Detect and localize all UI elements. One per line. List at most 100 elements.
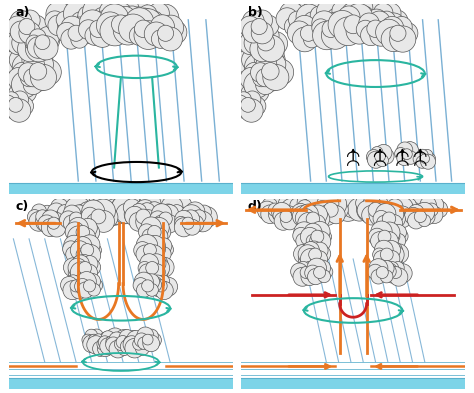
Circle shape (255, 75, 275, 95)
Circle shape (414, 210, 426, 222)
Circle shape (395, 147, 407, 160)
Circle shape (149, 193, 171, 216)
Circle shape (413, 153, 426, 165)
Circle shape (125, 338, 145, 358)
Circle shape (314, 266, 326, 279)
Circle shape (397, 202, 414, 219)
Circle shape (283, 206, 296, 219)
Circle shape (73, 207, 94, 228)
Circle shape (36, 211, 57, 232)
Circle shape (8, 67, 30, 90)
Circle shape (383, 205, 398, 220)
Circle shape (63, 205, 81, 223)
Circle shape (11, 91, 28, 108)
Circle shape (363, 195, 381, 213)
Circle shape (58, 13, 83, 39)
Circle shape (75, 262, 95, 282)
Circle shape (97, 338, 109, 350)
Circle shape (264, 32, 288, 55)
Circle shape (243, 11, 264, 32)
Circle shape (92, 334, 105, 347)
Circle shape (242, 49, 264, 71)
Circle shape (244, 65, 269, 90)
Circle shape (99, 332, 115, 348)
Circle shape (425, 203, 438, 217)
Circle shape (68, 264, 84, 281)
Circle shape (141, 217, 161, 237)
Circle shape (54, 210, 70, 226)
Circle shape (78, 219, 97, 237)
Circle shape (20, 10, 40, 30)
Circle shape (294, 202, 310, 218)
Circle shape (75, 247, 90, 262)
Circle shape (317, 205, 337, 226)
Circle shape (109, 332, 129, 353)
Circle shape (366, 7, 385, 26)
Circle shape (256, 68, 274, 87)
Circle shape (228, 60, 251, 83)
Circle shape (94, 204, 113, 222)
Circle shape (0, 77, 21, 97)
Circle shape (125, 8, 154, 36)
Circle shape (42, 209, 59, 225)
Circle shape (332, 1, 352, 21)
Circle shape (380, 270, 393, 283)
Circle shape (235, 101, 251, 118)
Circle shape (156, 247, 171, 262)
Circle shape (302, 230, 315, 243)
Circle shape (309, 230, 323, 244)
Circle shape (328, 11, 356, 39)
Circle shape (90, 20, 107, 37)
Circle shape (301, 243, 314, 256)
Circle shape (47, 219, 66, 237)
Circle shape (273, 209, 285, 222)
Circle shape (70, 241, 89, 260)
Circle shape (256, 55, 281, 80)
Circle shape (417, 203, 431, 217)
Circle shape (79, 261, 91, 274)
Circle shape (390, 224, 406, 241)
Circle shape (301, 248, 321, 270)
Circle shape (304, 18, 323, 37)
Circle shape (337, 5, 362, 30)
Circle shape (386, 215, 402, 231)
Circle shape (123, 6, 141, 25)
Circle shape (140, 207, 157, 224)
Circle shape (397, 142, 413, 158)
Circle shape (354, 13, 374, 33)
Circle shape (136, 342, 149, 355)
Circle shape (257, 201, 277, 220)
Circle shape (79, 20, 98, 39)
Circle shape (106, 336, 118, 348)
Circle shape (334, 17, 363, 46)
Circle shape (367, 20, 384, 37)
Circle shape (261, 26, 279, 45)
Circle shape (368, 264, 383, 279)
Circle shape (419, 215, 430, 227)
Circle shape (296, 4, 322, 30)
Circle shape (112, 196, 132, 217)
Circle shape (80, 244, 100, 266)
Circle shape (21, 78, 38, 95)
Circle shape (158, 15, 183, 40)
Circle shape (231, 42, 256, 68)
Circle shape (268, 203, 282, 217)
FancyBboxPatch shape (9, 378, 233, 389)
Circle shape (35, 59, 61, 85)
Circle shape (28, 26, 47, 45)
Circle shape (134, 333, 148, 347)
Circle shape (133, 8, 155, 30)
Circle shape (143, 335, 160, 352)
Circle shape (262, 62, 279, 80)
Circle shape (9, 49, 31, 71)
Circle shape (314, 246, 331, 262)
Circle shape (77, 228, 96, 247)
Circle shape (61, 16, 83, 38)
Circle shape (332, 0, 365, 20)
Circle shape (135, 20, 152, 37)
Circle shape (233, 77, 254, 97)
Circle shape (104, 187, 127, 211)
Circle shape (103, 198, 128, 224)
Circle shape (371, 231, 389, 250)
Circle shape (426, 206, 443, 224)
